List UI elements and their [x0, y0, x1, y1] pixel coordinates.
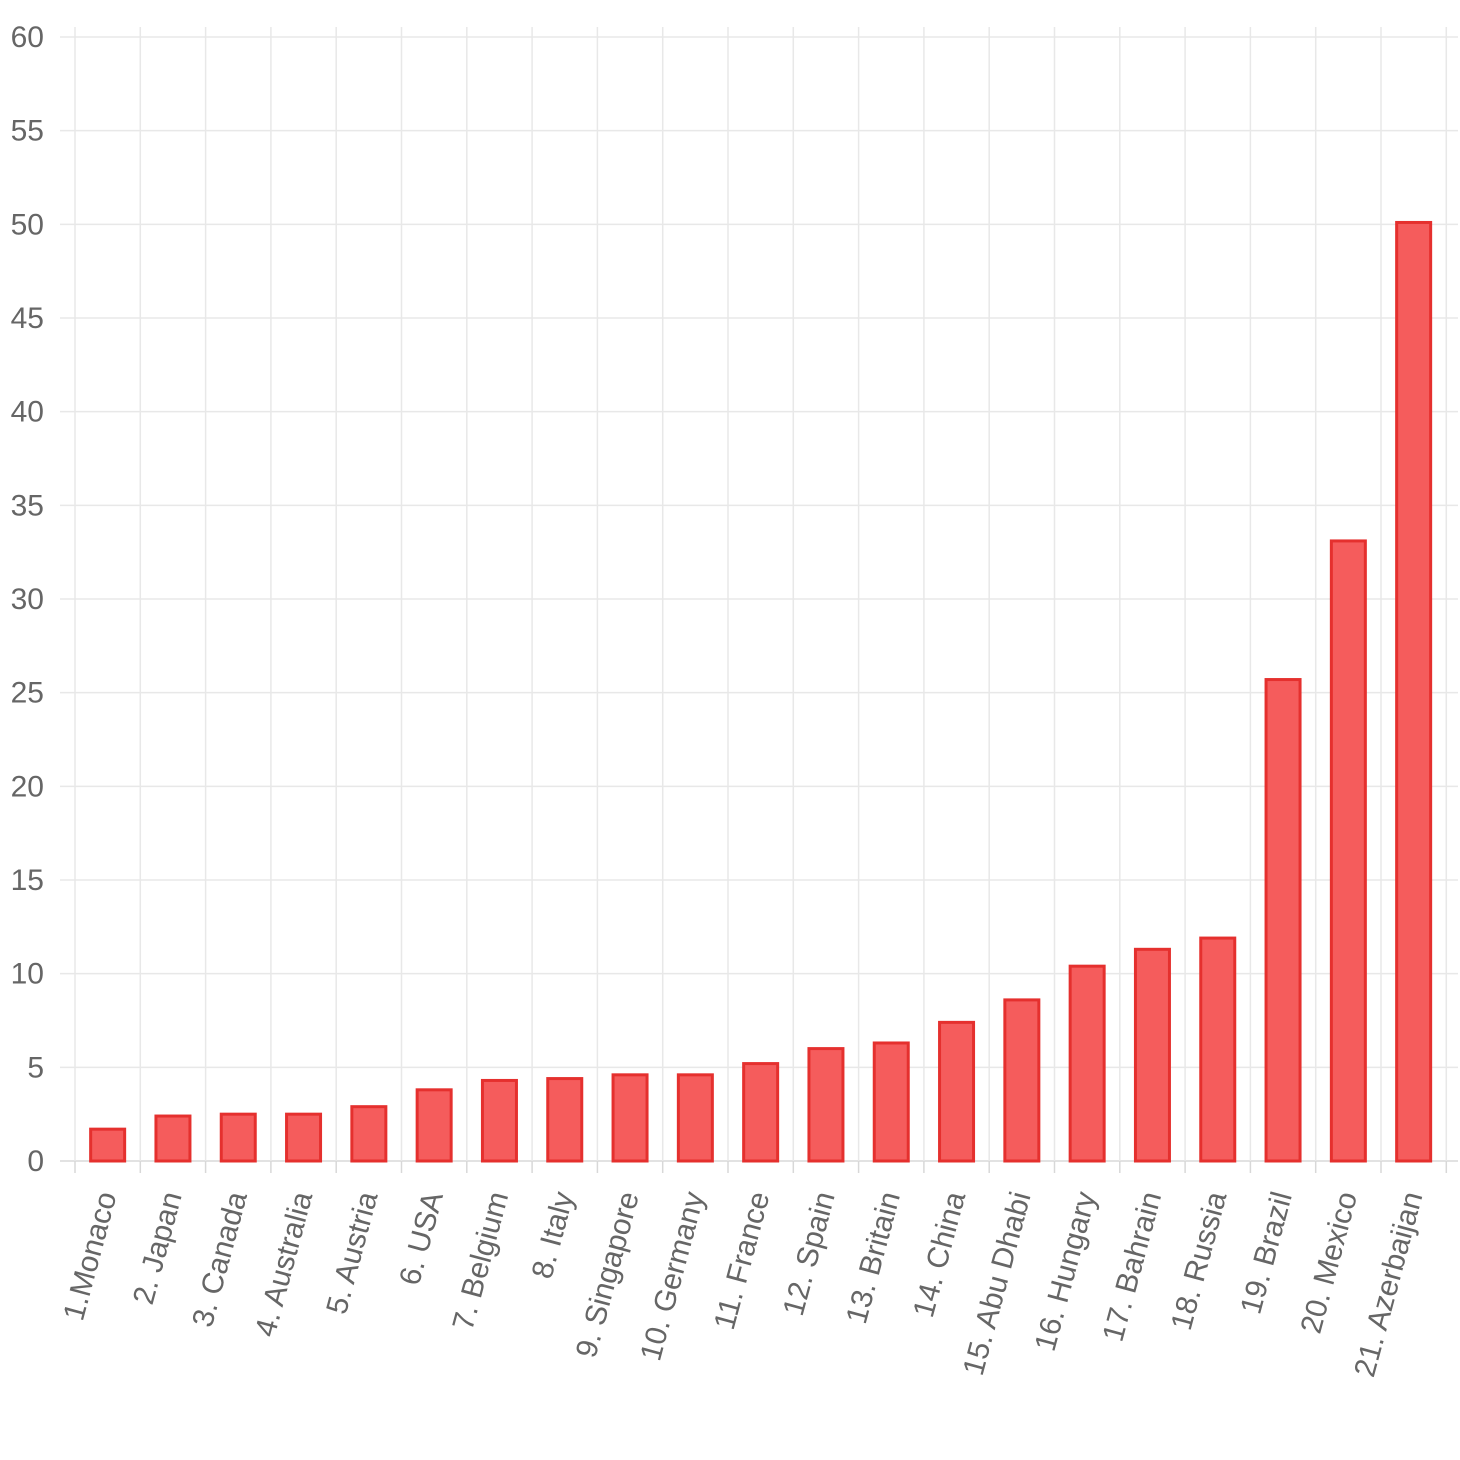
bar-20[interactable] — [1329, 539, 1367, 1163]
bar-8[interactable] — [546, 1077, 584, 1163]
x-tick-label: 16. Hungary — [1029, 1188, 1103, 1354]
x-tick-label: 15. Abu Dhabi — [957, 1188, 1038, 1379]
y-tick-label: 35 — [11, 489, 44, 522]
x-tick-label: 7. Belgium — [447, 1188, 516, 1333]
bar-10[interactable] — [676, 1073, 714, 1163]
y-tick-label: 55 — [11, 115, 44, 148]
x-tick-label: 14. China — [907, 1188, 972, 1321]
y-tick-label: 50 — [11, 208, 44, 241]
y-tick-label: 30 — [11, 583, 44, 616]
bar-2[interactable] — [154, 1114, 192, 1163]
x-tick-label: 17. Bahrain — [1097, 1188, 1169, 1345]
y-tick-label: 25 — [11, 677, 44, 710]
axis-layer — [74, 1161, 1448, 1173]
x-tick-label: 12. Spain — [777, 1188, 842, 1319]
x-tick-label: 20. Mexico — [1295, 1188, 1364, 1337]
y-tick-label: 0 — [27, 1145, 44, 1178]
bar-18[interactable] — [1199, 936, 1237, 1163]
bar-19[interactable] — [1264, 678, 1302, 1163]
bar-21[interactable] — [1395, 220, 1433, 1163]
y-tick-label: 10 — [11, 958, 44, 991]
x-tick-label: 4. Australia — [249, 1188, 319, 1340]
bar-7[interactable] — [480, 1078, 518, 1163]
x-tick-label: 6. USA — [393, 1188, 449, 1288]
bar-13[interactable] — [872, 1041, 910, 1163]
bar-layer — [89, 220, 1433, 1163]
x-tick-label: 10. Germany — [634, 1188, 711, 1364]
bar-5[interactable] — [350, 1105, 388, 1163]
x-tick-label: 2. Japan — [127, 1188, 189, 1308]
x-tick-label: 8. Italy — [526, 1188, 581, 1282]
x-tick-label: 3. Canada — [186, 1188, 254, 1331]
bar-17[interactable] — [1133, 947, 1171, 1163]
x-tick-label: 21. Azerbaijan — [1348, 1188, 1429, 1380]
y-tick-label: 60 — [11, 21, 44, 54]
x-tick-label: 5. Austria — [320, 1188, 384, 1318]
x-tick-label: 9. Singapore — [570, 1188, 646, 1361]
bar-12[interactable] — [807, 1047, 845, 1163]
bar-3[interactable] — [219, 1112, 257, 1163]
bar-14[interactable] — [938, 1020, 976, 1163]
y-tick-label: 5 — [27, 1051, 44, 1084]
grid-layer — [60, 27, 1458, 1162]
bar-4[interactable] — [285, 1112, 323, 1163]
y-tick-label: 40 — [11, 396, 44, 429]
bar-9[interactable] — [611, 1073, 649, 1163]
bar-6[interactable] — [415, 1088, 453, 1163]
x-tick-label: 19. Brazil — [1235, 1188, 1299, 1317]
x-tick-label: 11. France — [708, 1188, 776, 1333]
y-tick-label: 20 — [11, 770, 44, 803]
x-tick-label: 18. Russia — [1165, 1188, 1234, 1334]
y-tick-label: 45 — [11, 302, 44, 335]
y-tick-label: 15 — [11, 864, 44, 897]
bar-15[interactable] — [1003, 998, 1041, 1163]
bar-16[interactable] — [1068, 964, 1106, 1163]
x-tick-label: 13. Britain — [840, 1188, 907, 1327]
bar-1[interactable] — [89, 1127, 127, 1163]
x-tick-label: 1.Monaco — [57, 1188, 123, 1324]
bar-11[interactable] — [742, 1062, 780, 1163]
